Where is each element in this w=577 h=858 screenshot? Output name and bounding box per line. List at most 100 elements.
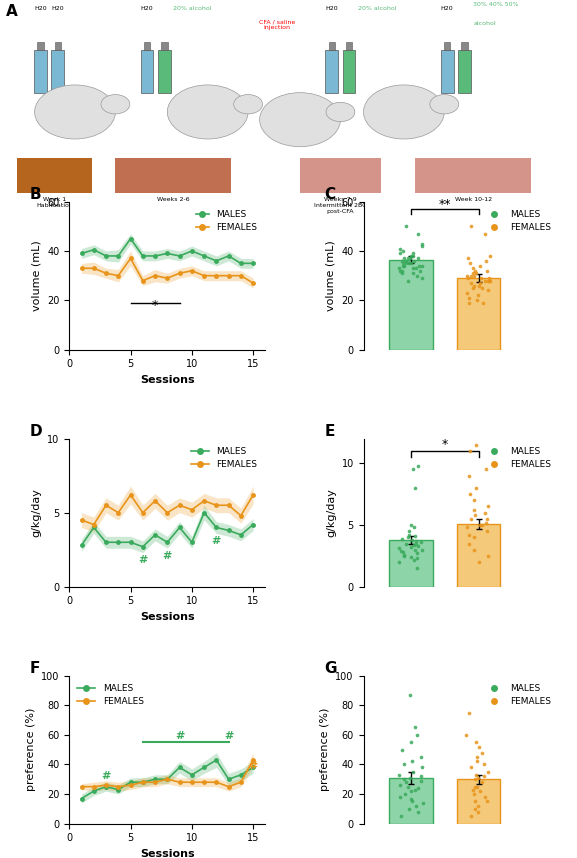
Point <box>466 444 475 458</box>
Point <box>413 251 422 265</box>
Point <box>475 784 485 798</box>
Point <box>470 493 479 507</box>
Text: E: E <box>324 424 335 438</box>
Point <box>409 254 418 268</box>
Point <box>467 220 476 233</box>
Point <box>414 227 423 240</box>
X-axis label: Sessions: Sessions <box>140 375 194 385</box>
Point <box>399 257 408 270</box>
Point <box>467 512 476 526</box>
Bar <box>389 260 433 350</box>
Point <box>405 770 414 784</box>
Bar <box>37 42 44 50</box>
Y-axis label: g/kg/day: g/kg/day <box>32 488 42 537</box>
Point <box>411 782 420 796</box>
Bar <box>389 540 433 587</box>
Point <box>407 533 417 547</box>
Point <box>472 735 481 749</box>
Y-axis label: volume (mL): volume (mL) <box>326 240 336 311</box>
Bar <box>346 42 352 50</box>
Point <box>407 541 416 554</box>
Text: A: A <box>6 3 17 19</box>
Point <box>399 772 409 786</box>
Point <box>481 227 490 240</box>
Legend: MALES, FEMALES: MALES, FEMALES <box>188 443 261 473</box>
Bar <box>456 523 500 587</box>
Point <box>403 780 413 794</box>
Y-axis label: preference (%): preference (%) <box>25 708 36 791</box>
Text: Week 1
Habituation: Week 1 Habituation <box>36 196 73 208</box>
Point <box>407 735 416 749</box>
Point <box>404 524 414 538</box>
Point <box>464 291 474 305</box>
Bar <box>141 50 153 93</box>
Point <box>412 269 421 282</box>
Point <box>409 249 418 263</box>
Point <box>412 799 421 813</box>
Point <box>414 782 423 795</box>
Bar <box>54 42 61 50</box>
Bar <box>389 777 433 824</box>
Point <box>469 266 478 280</box>
Point <box>481 790 490 804</box>
Point <box>398 245 407 258</box>
Point <box>407 754 417 768</box>
Point <box>474 555 484 569</box>
Point <box>469 279 478 293</box>
Point <box>482 264 491 278</box>
Point <box>471 266 481 280</box>
Point <box>398 532 407 546</box>
Point <box>398 546 407 559</box>
Point <box>399 547 408 561</box>
Legend: MALES, FEMALES: MALES, FEMALES <box>482 206 555 236</box>
Text: Weeks 7-9
Intermittent 2BC
post-CFA: Weeks 7-9 Intermittent 2BC post-CFA <box>314 196 366 214</box>
Point <box>403 251 412 265</box>
Point <box>473 780 482 794</box>
Point <box>409 462 418 476</box>
Bar <box>17 158 92 193</box>
Text: G: G <box>324 661 337 676</box>
Point <box>471 802 480 816</box>
Bar <box>456 278 500 350</box>
Point <box>484 284 493 298</box>
Point <box>415 264 425 278</box>
Point <box>399 251 408 265</box>
Bar <box>161 42 167 50</box>
Point <box>485 274 494 287</box>
Point <box>472 750 481 764</box>
Point <box>405 528 414 541</box>
Point <box>463 286 472 299</box>
Point <box>475 259 484 273</box>
Point <box>477 746 486 759</box>
Point <box>411 536 421 550</box>
Point <box>399 549 409 563</box>
Bar <box>51 50 64 93</box>
Text: #: # <box>212 535 221 546</box>
Text: Week 10-12
Intermittent 2BC
dose-response: Week 10-12 Intermittent 2BC dose-respons… <box>447 196 499 214</box>
Point <box>482 524 491 538</box>
Point <box>473 293 482 307</box>
Text: H20: H20 <box>325 6 338 11</box>
Text: 20% alcohol: 20% alcohol <box>173 6 212 11</box>
Point <box>417 760 426 774</box>
Point <box>403 274 413 287</box>
Text: #: # <box>224 731 233 741</box>
Point <box>399 259 408 273</box>
Text: *: * <box>441 438 448 451</box>
Point <box>474 279 484 293</box>
Point <box>416 750 425 764</box>
X-axis label: Sessions: Sessions <box>140 849 194 858</box>
Point <box>401 776 410 789</box>
Point <box>417 535 426 549</box>
Point <box>464 271 473 285</box>
Point <box>401 254 410 268</box>
Point <box>411 535 421 548</box>
X-axis label: Sessions: Sessions <box>140 612 194 622</box>
Bar <box>441 50 454 93</box>
Point <box>406 550 415 564</box>
Bar <box>34 50 47 93</box>
Point <box>411 262 421 275</box>
Point <box>482 795 492 808</box>
Point <box>409 266 418 280</box>
Point <box>466 487 475 501</box>
